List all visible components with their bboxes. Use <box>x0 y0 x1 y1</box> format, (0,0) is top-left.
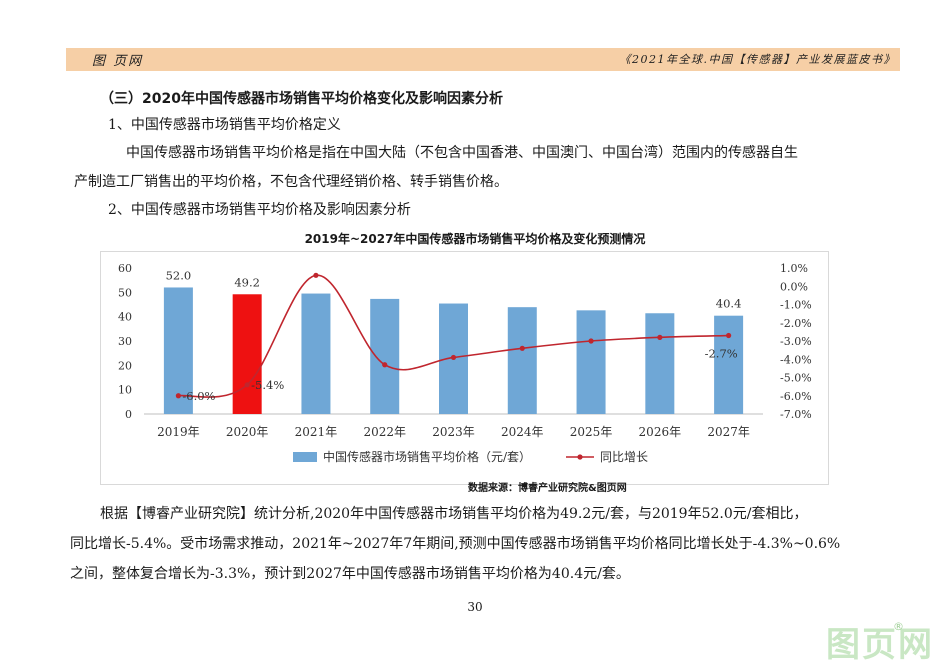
bar-9 <box>714 315 744 414</box>
x-axis-tick-label: 2021年 <box>295 425 338 439</box>
data-label: 52.0 <box>166 268 192 282</box>
section-title: （三）2020年中国传感器市场销售平均价格变化及影响因素分析 <box>100 91 503 107</box>
bar-3 <box>301 293 331 414</box>
price-chart: 0 10 20 30 40 50 60 1.0% 0.0% -1.0% -2.0% -3.0% -4.0… <box>118 262 812 464</box>
growth-line <box>178 274 729 398</box>
bar-1 <box>163 287 193 414</box>
left-axis-tick-label: 10 <box>118 384 132 397</box>
right-axis-tick-label: 1.0% <box>780 262 808 275</box>
growth-point-4 <box>382 362 388 368</box>
growth-point-3 <box>313 272 319 278</box>
page-number: 30 <box>467 600 483 614</box>
right-axis-tick-label: -6.0% <box>780 390 812 403</box>
bar-8 <box>645 313 675 414</box>
x-axis-tick-label: 2027年 <box>707 425 750 439</box>
bar-2 <box>232 294 262 414</box>
bar-7 <box>576 310 606 414</box>
analysis-paragraph-line1: 根据【博睿产业研究院】统计分析,2020年中国传感器市场销售平均价格为49.2元… <box>100 506 808 522</box>
x-axis-tick-label: 2025年 <box>570 425 613 439</box>
data-label: 40.4 <box>716 297 742 311</box>
chart-title: 2019年~2027年中国传感器市场销售平均价格及变化预测情况 <box>304 232 646 246</box>
bar-4 <box>370 298 400 414</box>
watermark-registered-mark: ® <box>893 620 904 633</box>
header-site-name: 图 页网 <box>92 54 144 69</box>
left-axis-tick-label: 50 <box>118 286 132 299</box>
x-axis-tick-label: 2022年 <box>363 425 406 439</box>
legend-line-label: 同比增长 <box>600 450 648 464</box>
x-axis-tick-label: 2024年 <box>501 425 544 439</box>
x-axis-tick-label: 2023年 <box>432 425 475 439</box>
data-source: 数据来源：博睿产业研究院&图页网 <box>468 483 627 494</box>
left-axis-tick-label: 40 <box>118 311 132 324</box>
header-band <box>66 48 900 71</box>
right-axis-tick-label: 0.0% <box>780 280 808 293</box>
legend-bar-label: 中国传感器市场销售平均价格（元/套） <box>323 449 531 464</box>
right-axis-tick-label: -3.0% <box>780 335 812 348</box>
left-axis-tick-label: 60 <box>118 262 132 275</box>
analysis-paragraph-line3: 之间，整体复合增长为-3.3%，预计到2027年中国传感器市场销售平均价格为40… <box>70 566 630 582</box>
x-axis-tick-label: 2019年 <box>157 425 200 439</box>
growth-point-6 <box>519 345 525 351</box>
legend-bar-swatch <box>293 452 317 462</box>
right-axis-tick-label: -4.0% <box>780 353 812 366</box>
left-axis-tick-label: 30 <box>118 335 132 348</box>
watermark-logo: 图页网 ® <box>826 620 930 662</box>
analysis-paragraph-line2: 同比增长-5.4%。受市场需求推动，2021年~2027年7年期间,预测中国传感… <box>70 536 841 552</box>
data-label: -2.7% <box>705 347 738 361</box>
growth-point-1 <box>175 393 181 399</box>
subheading-analysis: 2、中国传感器市场销售平均价格及影响因素分析 <box>108 202 411 218</box>
right-axis-tick-label: -7.0% <box>780 408 812 421</box>
chart-frame <box>100 251 829 485</box>
header-book-title: 《2021年全球.中国【传感器】产业发展蓝皮书》 <box>619 53 896 66</box>
data-label: 49.2 <box>234 275 260 289</box>
definition-paragraph-line1: 中国传感器市场销售平均价格是指在中国大陆（不包含中国香港、中国澳门、中国台湾）范… <box>126 145 798 161</box>
growth-point-7 <box>588 338 594 344</box>
data-label: -5.4% <box>251 378 284 392</box>
left-axis-tick-label: 0 <box>125 408 132 421</box>
x-axis-tick-label: 2026年 <box>639 425 682 439</box>
growth-point-2 <box>244 382 250 388</box>
x-axis-tick-label: 2020年 <box>226 425 269 439</box>
watermark-text: 图页网 <box>826 625 930 662</box>
subheading-definition: 1、中国传感器市场销售平均价格定义 <box>108 117 341 133</box>
left-axis-tick-label: 20 <box>118 359 132 372</box>
growth-point-8 <box>657 334 663 340</box>
legend-line-marker <box>577 454 583 460</box>
bar-6 <box>507 307 537 414</box>
right-axis-tick-label: -5.0% <box>780 372 812 385</box>
data-label: -6.0% <box>182 389 215 403</box>
growth-point-9 <box>726 332 732 339</box>
right-axis-tick-label: -1.0% <box>780 299 812 312</box>
definition-paragraph-line2: 产制造工厂销售出的平均价格，不包含代理经销价格、转手销售价格。 <box>74 174 508 190</box>
growth-point-5 <box>450 354 457 361</box>
right-axis-tick-label: -2.0% <box>780 317 812 330</box>
